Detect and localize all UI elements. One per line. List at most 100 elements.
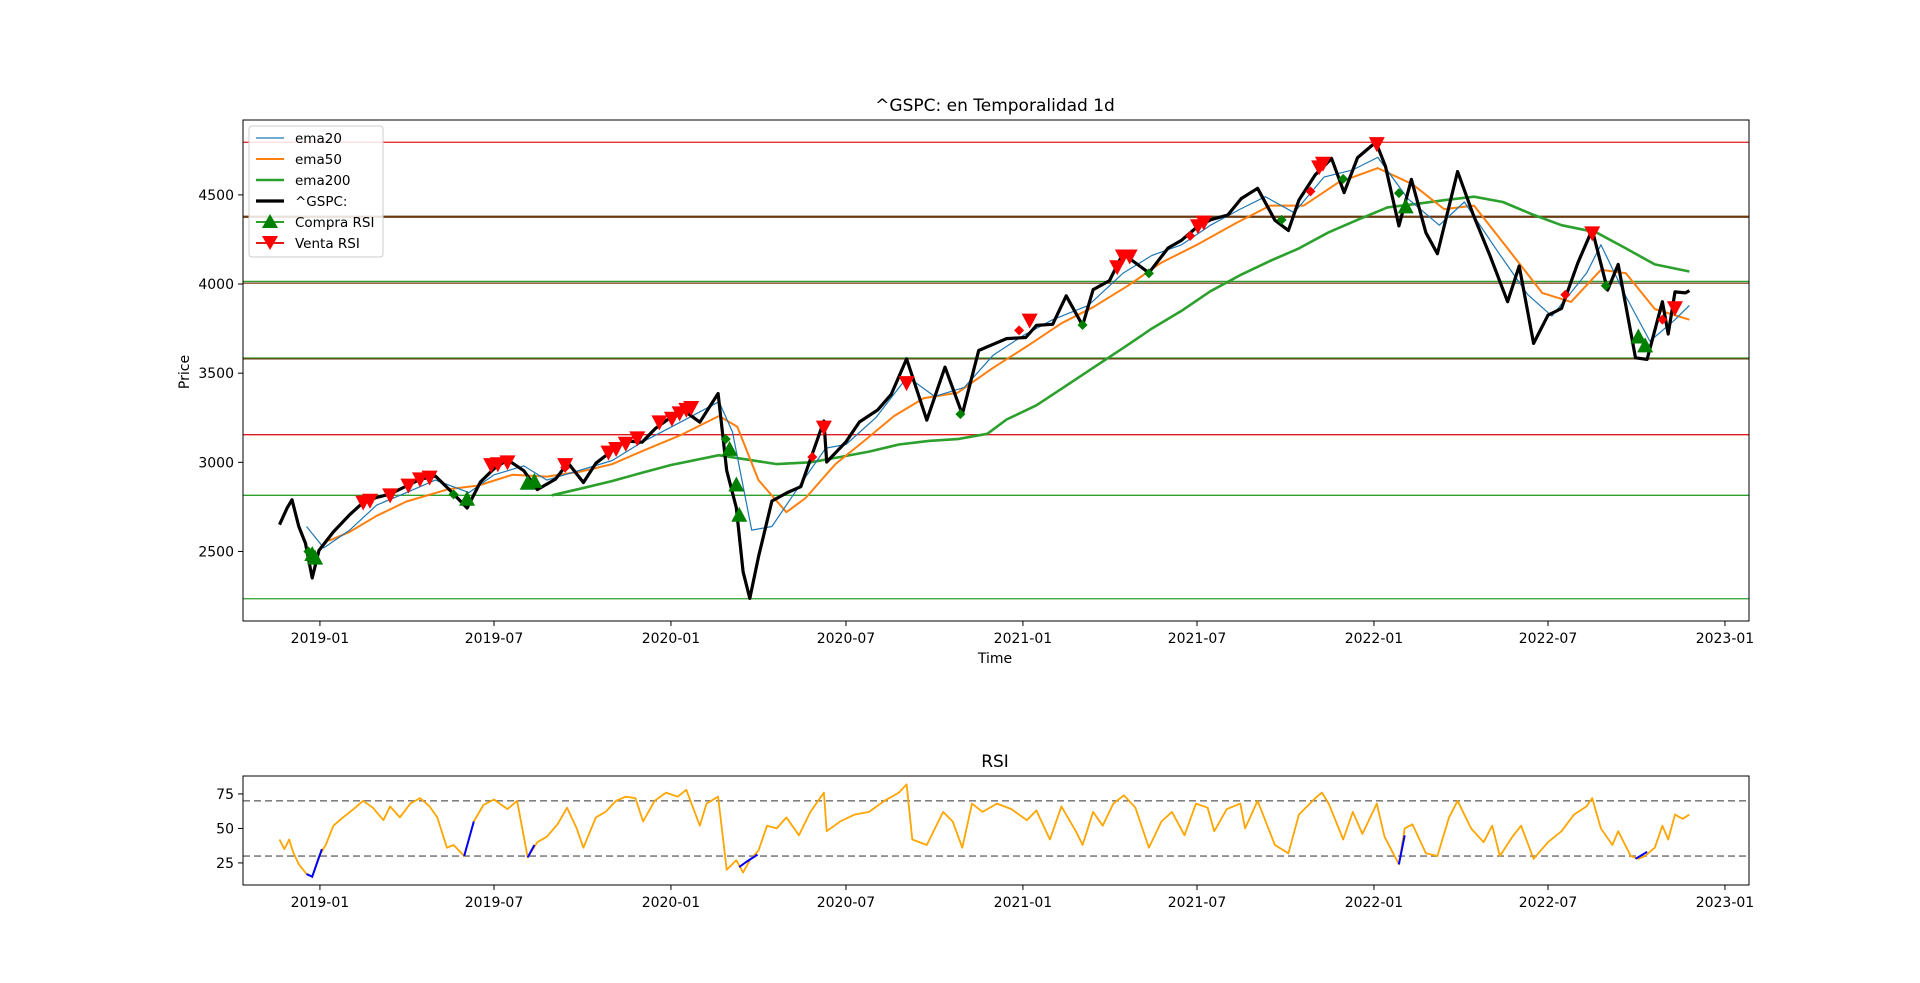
buy-signal-marker-2 xyxy=(459,490,476,506)
sell-signal-marker-24 xyxy=(1121,249,1138,265)
sell-signal-marker-31 xyxy=(1666,301,1683,317)
price-y-tick-label-1: 3000 xyxy=(198,455,234,471)
price-x-tick-label-1: 2019-07 xyxy=(465,631,524,647)
sell-signal-marker-22 xyxy=(1109,260,1126,276)
price-x-tick-label-2: 2020-01 xyxy=(642,631,701,647)
rsi-x-tick-label-3: 2020-07 xyxy=(817,895,876,911)
diamond-marker-5 xyxy=(955,409,966,420)
buy-signal-marker-7 xyxy=(731,506,748,522)
rsi-x-tick-label-7: 2022-07 xyxy=(1519,895,1578,911)
rsi-oversold-segment-0 xyxy=(306,848,323,879)
price-chart-title: ^GSPC: en Temporalidad 1d xyxy=(875,96,1115,116)
rsi-oversold-segment-5 xyxy=(1634,851,1648,860)
price-y-tick-label-4: 4500 xyxy=(198,188,234,204)
rsi-y-tick-label-1: 50 xyxy=(216,821,234,837)
price-y-tick-label-3: 4000 xyxy=(198,277,234,293)
legend-swatch-sell-marker xyxy=(262,236,278,250)
sell-signal-marker-3 xyxy=(400,478,417,494)
diamond-marker-4 xyxy=(807,451,818,462)
price-x-tick-label-6: 2022-01 xyxy=(1345,631,1404,647)
diamond-marker-13 xyxy=(1393,188,1404,199)
sell-signal-marker-4 xyxy=(411,472,428,488)
sell-signal-marker-9 xyxy=(557,458,574,474)
price-x-tick-label-3: 2020-07 xyxy=(817,631,876,647)
diamond-marker-16 xyxy=(1657,314,1668,325)
sell-signal-marker-18 xyxy=(683,401,700,417)
diamond-marker-7 xyxy=(1077,320,1088,331)
rsi-plot xyxy=(243,783,1749,879)
rsi-oversold-segment-2 xyxy=(526,844,536,858)
sell-signal-marker-12 xyxy=(617,436,634,452)
sell-signal-marker-2 xyxy=(382,488,399,504)
series-line-ema200 xyxy=(551,195,1690,497)
price-x-tick-label-7: 2022-07 xyxy=(1519,631,1578,647)
diamond-marker-15 xyxy=(1600,280,1611,291)
sell-signal-marker-26 xyxy=(1195,215,1212,231)
rsi-x-tick-label-0: 2019-01 xyxy=(291,895,350,911)
diamond-marker-9 xyxy=(1185,230,1196,241)
rsi-x-tick-label-4: 2021-01 xyxy=(994,895,1053,911)
buy-signal-marker-8 xyxy=(1397,198,1414,214)
sell-signal-marker-5 xyxy=(421,470,438,486)
rsi-y-tick-label-0: 25 xyxy=(216,856,234,872)
legend-label-ema50: ema50 xyxy=(295,152,342,168)
price-y-tick-label-2: 3500 xyxy=(198,366,234,382)
legend-label-ema20: ema20 xyxy=(295,131,342,147)
sell-signal-marker-28 xyxy=(1314,156,1331,172)
rsi-x-tick-label-2: 2020-01 xyxy=(642,895,701,911)
price-x-axis-label: Time xyxy=(977,651,1012,667)
sell-signal-marker-15 xyxy=(663,411,680,427)
diamond-marker-8 xyxy=(1143,268,1154,279)
price-plot-frame xyxy=(242,119,1750,622)
rsi-x-tick-label-6: 2022-01 xyxy=(1345,895,1404,911)
price-y-tick-label-0: 2500 xyxy=(198,544,234,560)
sell-signal-marker-20 xyxy=(898,376,915,392)
series-line-ema20 xyxy=(306,156,1690,549)
legend-swatch-buy-marker xyxy=(262,214,278,228)
sell-signal-marker-11 xyxy=(608,442,625,458)
legend-label-ema200: ema200 xyxy=(295,173,351,189)
sell-signal-marker-13 xyxy=(629,431,646,447)
sell-signal-marker-1 xyxy=(361,493,378,509)
price-x-tick-label-4: 2021-01 xyxy=(994,631,1053,647)
diamond-marker-14 xyxy=(1560,289,1571,300)
rsi-oversold-segment-1 xyxy=(463,821,475,857)
diamond-marker-3 xyxy=(720,434,731,445)
sell-signal-marker-29 xyxy=(1368,137,1385,153)
diamond-marker-12 xyxy=(1338,173,1349,184)
buy-signal-marker-6 xyxy=(728,476,745,492)
price-x-tick-label-5: 2021-07 xyxy=(1168,631,1227,647)
sell-signal-marker-30 xyxy=(1584,226,1601,242)
rsi-x-tick-label-1: 2019-07 xyxy=(465,895,524,911)
legend-label-sell: Venta RSI xyxy=(295,236,360,252)
diamond-marker-1 xyxy=(448,489,459,500)
legend-label-buy: Compra RSI xyxy=(295,215,374,231)
rsi-x-tick-label-8: 2023-01 xyxy=(1696,895,1755,911)
price-x-tick-label-0: 2019-01 xyxy=(291,631,350,647)
rsi-oversold-segment-4 xyxy=(1397,835,1406,865)
buy-signal-marker-4 xyxy=(526,472,543,488)
sell-signal-marker-8 xyxy=(499,455,516,471)
diamond-marker-11 xyxy=(1305,186,1316,197)
buy-signal-marker-1 xyxy=(307,549,324,565)
rsi-plot-frame xyxy=(242,775,1750,886)
rsi-oversold-segment-3 xyxy=(738,853,759,868)
sell-signal-marker-19 xyxy=(815,420,832,436)
rsi-chart-title: RSI xyxy=(981,752,1009,772)
legend: ema20 ema50 ema200 ^GSPC: Compra RSI Ven… xyxy=(248,125,384,258)
price-x-axis: 2019-01 2019-07 2020-01 2020-07 2021-01 2021-… xyxy=(291,621,1754,647)
diamond-marker-10 xyxy=(1276,214,1287,225)
buy-signal-marker-5 xyxy=(721,440,738,456)
sell-signal-marker-7 xyxy=(489,457,506,473)
buy-signal-marker-9 xyxy=(1630,328,1647,344)
price-y-axis-label: Price xyxy=(177,355,193,389)
price-y-axis: 2500 3000 3500 4000 4500 xyxy=(198,188,243,560)
rsi-y-tick-label-2: 75 xyxy=(216,787,234,803)
price-plot xyxy=(243,137,1749,600)
buy-signal-marker-10 xyxy=(1637,337,1654,353)
diamond-marker-6 xyxy=(1014,325,1025,336)
rsi-x-axis: 2019-01 2019-07 2020-01 2020-07 2021-01 2021-… xyxy=(291,885,1755,911)
legend-label-price: ^GSPC: xyxy=(295,194,347,210)
sell-signal-marker-21 xyxy=(1021,313,1038,329)
